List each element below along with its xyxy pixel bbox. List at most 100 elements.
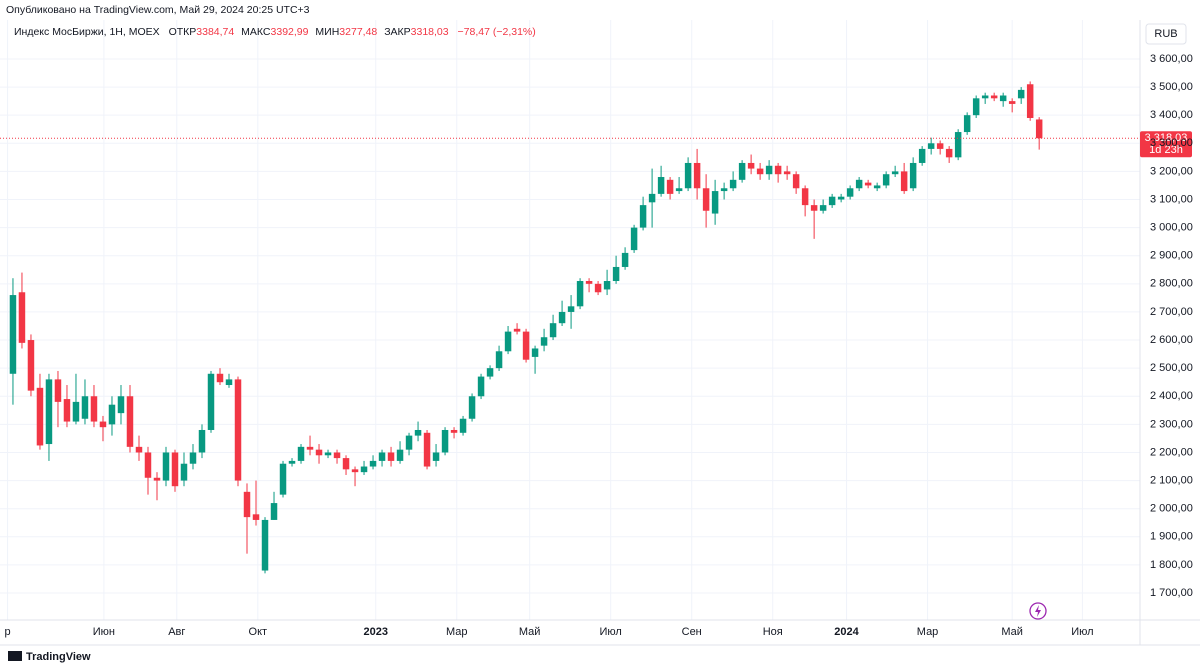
candle-body bbox=[828, 196, 836, 206]
candle-body bbox=[945, 148, 953, 158]
candle-body bbox=[81, 396, 89, 419]
low-label: МИН bbox=[315, 26, 339, 38]
y-tick-label: 1 900,00 bbox=[1150, 531, 1193, 543]
x-tick-label: Ноя bbox=[763, 626, 783, 638]
candle-body bbox=[630, 227, 638, 251]
candle-body bbox=[72, 401, 80, 422]
x-tick-label: Авг bbox=[168, 626, 185, 638]
logo bbox=[8, 651, 22, 661]
candle-body bbox=[891, 171, 899, 175]
candle-body bbox=[666, 179, 674, 194]
candle-body bbox=[864, 182, 872, 186]
symbol: Индекс МосБиржи, 1Н, MOEX bbox=[14, 26, 160, 38]
y-tick-label: 2 400,00 bbox=[1150, 390, 1193, 402]
high-label: МАКС bbox=[241, 26, 271, 38]
candle-body bbox=[27, 340, 35, 391]
candle-body bbox=[45, 379, 53, 445]
candle-body bbox=[855, 179, 863, 189]
y-tick-label: 2 800,00 bbox=[1150, 278, 1193, 290]
candle-body bbox=[1026, 84, 1034, 118]
candle-body bbox=[810, 205, 818, 211]
candle-body bbox=[999, 95, 1007, 102]
candle-body bbox=[468, 396, 476, 419]
y-tick-label: 3 500,00 bbox=[1150, 81, 1193, 93]
candle-body bbox=[720, 188, 728, 192]
candle-body bbox=[99, 421, 107, 428]
candle-body bbox=[558, 311, 566, 324]
y-tick-label: 2 600,00 bbox=[1150, 334, 1193, 346]
candle-body bbox=[450, 429, 458, 433]
candle-body bbox=[954, 132, 962, 158]
candle-body bbox=[549, 323, 557, 338]
last-price-label: 3 318,03 bbox=[1145, 132, 1188, 144]
candle-body bbox=[216, 373, 224, 383]
candle-body bbox=[981, 95, 989, 99]
candle-body bbox=[261, 519, 269, 571]
candle-body bbox=[333, 452, 341, 459]
last-price-tag bbox=[1140, 131, 1192, 158]
candle-body bbox=[54, 379, 62, 402]
candle-body bbox=[180, 463, 188, 481]
candle-body bbox=[405, 435, 413, 450]
countdown: 1d 23h bbox=[1149, 144, 1183, 156]
close-value: 3318,03 bbox=[411, 26, 449, 38]
x-tick-label: Мар bbox=[917, 626, 939, 638]
candle-body bbox=[567, 306, 575, 312]
candle-body bbox=[594, 283, 602, 293]
candle-body bbox=[279, 463, 287, 495]
candle-body bbox=[414, 429, 422, 436]
candle-body bbox=[792, 174, 800, 189]
candle-body bbox=[135, 446, 143, 453]
candle-body bbox=[882, 174, 890, 186]
y-tick-label: 3 600,00 bbox=[1150, 53, 1193, 65]
candle-body bbox=[324, 452, 332, 456]
y-tick-label: 3 000,00 bbox=[1150, 222, 1193, 234]
candle-body bbox=[846, 188, 854, 197]
candle-body bbox=[693, 162, 701, 189]
currency-button[interactable] bbox=[1145, 23, 1187, 45]
y-tick-label: 3 100,00 bbox=[1150, 193, 1193, 205]
candle-body bbox=[990, 95, 998, 99]
candle-body bbox=[819, 205, 827, 211]
candle-body bbox=[585, 281, 593, 284]
currency[interactable]: RUB bbox=[1154, 28, 1177, 40]
y-tick-label: 2 000,00 bbox=[1150, 503, 1193, 515]
candle-body bbox=[963, 115, 971, 133]
candle-body bbox=[9, 295, 17, 374]
candle-body bbox=[1017, 89, 1025, 99]
candle-body bbox=[783, 171, 791, 175]
x-tick-label: 2023 bbox=[363, 626, 387, 638]
candle-body bbox=[315, 449, 323, 456]
x-tick-label: Сен bbox=[682, 626, 702, 638]
y-tick-label: 2 200,00 bbox=[1150, 446, 1193, 458]
candle-body bbox=[171, 452, 179, 487]
candle-body bbox=[531, 348, 539, 357]
candle-body bbox=[612, 266, 620, 282]
candle-body bbox=[504, 331, 512, 352]
candle-body bbox=[342, 458, 350, 470]
candle-body bbox=[306, 446, 314, 450]
candle-body bbox=[1008, 101, 1016, 104]
y-tick-label: 2 300,00 bbox=[1150, 418, 1193, 430]
candle-body bbox=[252, 514, 260, 520]
change: −78,47 (−2,31%) bbox=[458, 26, 536, 38]
candle-body bbox=[909, 162, 917, 189]
candle-body bbox=[234, 379, 242, 481]
candle-body bbox=[900, 171, 908, 192]
candle-body bbox=[495, 351, 503, 369]
x-tick-label: р bbox=[4, 626, 10, 638]
candle-body bbox=[927, 143, 935, 149]
y-tick-label: 2 100,00 bbox=[1150, 474, 1193, 486]
candle-body bbox=[540, 337, 548, 346]
published: Опубликовано на TradingView.com, Май 29,… bbox=[6, 4, 310, 16]
y-tick-label: 3 400,00 bbox=[1150, 109, 1193, 121]
candle-body bbox=[702, 188, 710, 211]
y-tick-label: 3 300,00 bbox=[1150, 137, 1193, 149]
x-tick-label: 2024 bbox=[834, 626, 859, 638]
candle-body bbox=[360, 466, 368, 473]
candle-body bbox=[639, 205, 647, 228]
x-tick-label: Мар bbox=[446, 626, 468, 638]
candle-body bbox=[207, 373, 215, 430]
